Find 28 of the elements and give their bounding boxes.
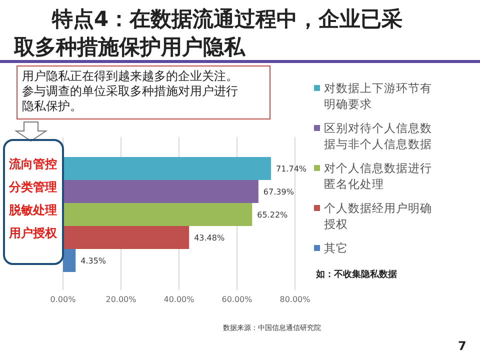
x-tick-label: 20.00%: [106, 295, 137, 304]
x-tick-label: 0.00%: [50, 295, 76, 304]
x-tick-label: 60.00%: [222, 295, 253, 304]
bar: [63, 180, 258, 203]
data-label: 71.74%: [276, 164, 307, 174]
bar: [63, 157, 272, 180]
legend-label: 区别对待个人信息数据与非个人信息数据: [324, 121, 432, 151]
bar: [63, 203, 252, 226]
bar: [63, 249, 76, 272]
text: 用户隐私正在得到越来越多的企业关注。参与调查的单位采取多种措施对用户进行隐私保护。: [22, 69, 238, 113]
legend-label: 对个人信息数据进行匿名化处理: [324, 161, 432, 191]
text: 流向管控: [8, 157, 57, 171]
text: 7: [458, 339, 466, 353]
x-tick-label: 80.00%: [280, 295, 311, 304]
text: 用户授权: [8, 226, 58, 240]
chart-title: 特点4：在数据流通过程中，企业已采取多种措施保护用户隐私: [13, 7, 403, 59]
data-label: 67.39%: [263, 188, 294, 196]
legend-label: 其它: [324, 241, 348, 255]
text: 脱敏处理: [8, 203, 57, 217]
data-label: 43.48%: [194, 234, 225, 242]
x-tick-label: 40.00%: [164, 295, 195, 304]
text: 分类管理: [8, 180, 57, 194]
legend-label: 个人数据经用户明确授权: [324, 201, 432, 231]
bar: [63, 226, 190, 249]
legend-label: 对数据上下游环节有明确要求: [324, 81, 432, 111]
text: 如：不收集隐私数据: [315, 269, 397, 280]
data-label: 65.22%: [257, 210, 288, 220]
data-label: 4.35%: [80, 256, 106, 266]
